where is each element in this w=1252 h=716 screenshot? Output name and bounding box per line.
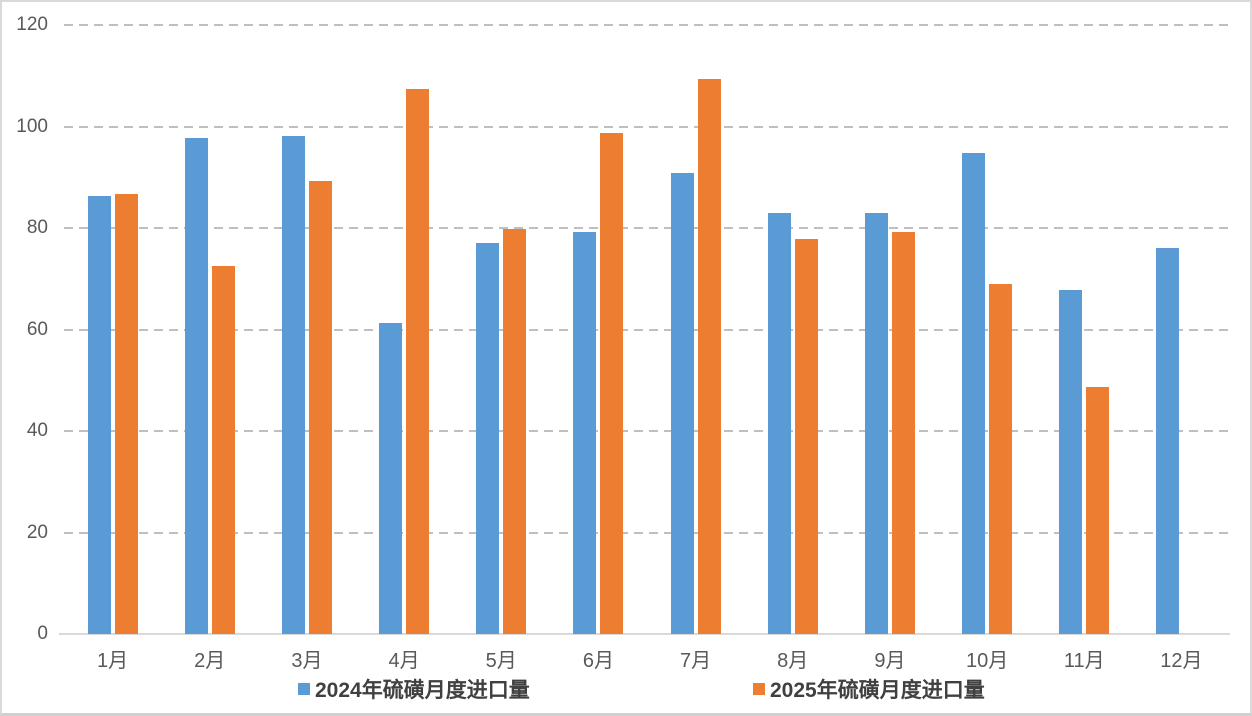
legend-swatch-2025-icon <box>753 683 765 695</box>
bar <box>281 135 305 634</box>
month-group <box>939 25 1036 634</box>
bar <box>794 238 818 634</box>
x-axis-label: 3月 <box>291 650 323 672</box>
bar <box>767 213 791 634</box>
gridline <box>64 227 1230 229</box>
month-group <box>64 25 161 634</box>
y-axis-tick-label: 80 <box>26 217 48 238</box>
x-axis-label: 1月 <box>97 650 129 672</box>
bar <box>989 284 1013 634</box>
bar <box>573 232 597 634</box>
month-group <box>647 25 744 634</box>
bar <box>600 132 624 634</box>
legend-swatch-2024-icon <box>298 683 310 695</box>
x-axis-label: 10月 <box>965 650 1009 672</box>
bar <box>697 78 721 634</box>
month-group <box>744 25 841 634</box>
month-group <box>841 25 938 634</box>
y-axis-tick-label: 120 <box>16 14 48 35</box>
plot-area <box>59 24 1230 635</box>
legend-label-2024: 2024年硫磺月度进口量 <box>315 679 530 702</box>
y-axis-tick-label: 20 <box>26 521 48 543</box>
month-group <box>1133 25 1230 634</box>
bar <box>184 138 208 634</box>
x-axis-label: 6月 <box>582 650 614 672</box>
x-axis-label: 4月 <box>388 650 420 672</box>
bar <box>379 322 403 634</box>
gridline <box>64 24 1230 26</box>
gridline <box>64 531 1230 534</box>
legend: 2024年硫磺月度进口量 2025年硫磺月度进口量 <box>2 675 1250 703</box>
bar <box>476 243 500 634</box>
month-group <box>258 25 355 634</box>
gridline <box>64 125 1230 128</box>
gridline <box>64 430 1230 432</box>
x-axis-label: 7月 <box>680 650 712 672</box>
y-axis-tick-label: 60 <box>26 318 48 340</box>
bar <box>211 266 235 634</box>
x-axis-label: 12月 <box>1160 650 1203 672</box>
bar <box>1086 386 1110 634</box>
legend-item-2024: 2024年硫磺月度进口量 <box>298 675 530 703</box>
x-axis-label: 11月 <box>1063 650 1105 672</box>
month-group <box>161 25 258 634</box>
x-axis-label: 9月 <box>874 650 906 672</box>
bar <box>670 172 694 634</box>
month-group <box>356 25 453 634</box>
x-axis-label: 2月 <box>194 650 226 672</box>
legend-item-2025: 2025年硫磺月度进口量 <box>753 675 985 703</box>
bar <box>1156 247 1180 634</box>
gridline <box>64 328 1230 331</box>
bar <box>864 213 888 634</box>
y-axis-tick-label: 100 <box>16 115 48 137</box>
x-axis-label: 8月 <box>777 650 809 672</box>
month-group <box>453 25 550 634</box>
legend-label-2025: 2025年硫磺月度进口量 <box>770 679 985 702</box>
bar <box>87 195 111 634</box>
bar <box>962 153 986 634</box>
bar <box>1059 289 1083 634</box>
bar <box>114 194 138 634</box>
y-axis-tick-label: 40 <box>26 420 48 441</box>
x-axis-line <box>59 633 1230 635</box>
month-group <box>550 25 647 634</box>
x-axis-label: 5月 <box>485 650 517 672</box>
bar <box>406 88 430 634</box>
bar <box>891 232 915 634</box>
bar <box>308 181 332 634</box>
month-group <box>1036 25 1133 634</box>
bar <box>503 229 527 634</box>
y-axis-tick-label: 0 <box>37 623 48 644</box>
